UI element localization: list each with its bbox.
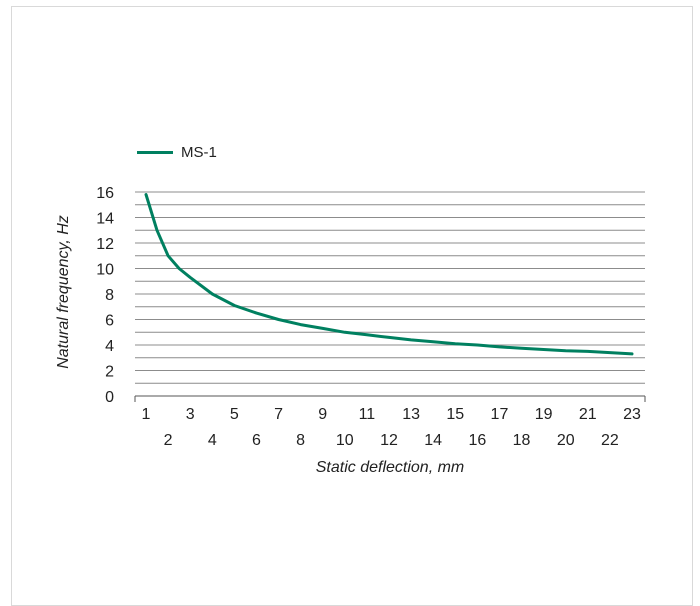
x-tick-label: 3 (186, 406, 195, 423)
y-tick-label: 8 (105, 287, 114, 304)
x-tick-label: 6 (252, 432, 261, 449)
x-tick-label: 21 (579, 406, 597, 423)
x-tick-label: 17 (491, 406, 509, 423)
y-tick-label: 4 (105, 338, 114, 355)
tick-labels: 0246810121416123456789101112131415161718… (96, 185, 641, 449)
x-tick-label: 8 (296, 432, 305, 449)
x-tick-label: 1 (142, 406, 151, 423)
x-tick-label: 16 (468, 432, 486, 449)
y-tick-label: 14 (96, 211, 114, 228)
legend-label: MS-1 (181, 143, 217, 161)
x-tick-label: 5 (230, 406, 239, 423)
y-axis-title: Natural frequency, Hz (55, 215, 72, 369)
y-tick-label: 2 (105, 364, 114, 381)
x-tick-label: 12 (380, 432, 398, 449)
y-tick-label: 0 (105, 389, 114, 406)
x-tick-label: 14 (424, 432, 442, 449)
x-tick-label: 13 (402, 406, 420, 423)
series-line (144, 193, 634, 356)
x-tick-label: 22 (601, 432, 619, 449)
y-tick-label: 6 (105, 313, 114, 330)
gridlines (135, 191, 645, 397)
x-tick-label: 18 (513, 432, 531, 449)
x-tick-label: 11 (359, 406, 376, 423)
x-tick-label: 15 (446, 406, 464, 423)
x-tick-label: 19 (535, 406, 553, 423)
x-tick-label: 2 (164, 432, 173, 449)
x-tick-label: 10 (336, 432, 354, 449)
x-tick-label: 20 (557, 432, 575, 449)
series-layer (144, 193, 634, 356)
x-axis-title: Static deflection, mm (316, 459, 465, 476)
x-tick-label: 9 (318, 406, 327, 423)
y-tick-label: 16 (96, 185, 114, 202)
x-tick-label: 4 (208, 432, 217, 449)
line-chart: 0246810121416123456789101112131415161718… (55, 185, 646, 476)
chart-frame (11, 6, 693, 606)
legend: MS-1 (137, 142, 217, 162)
x-tick-label: 23 (623, 406, 641, 423)
axes (134, 396, 646, 402)
legend-swatch (137, 150, 173, 154)
x-tick-label: 7 (274, 406, 283, 423)
y-tick-label: 10 (96, 262, 114, 279)
y-tick-label: 12 (96, 236, 114, 253)
